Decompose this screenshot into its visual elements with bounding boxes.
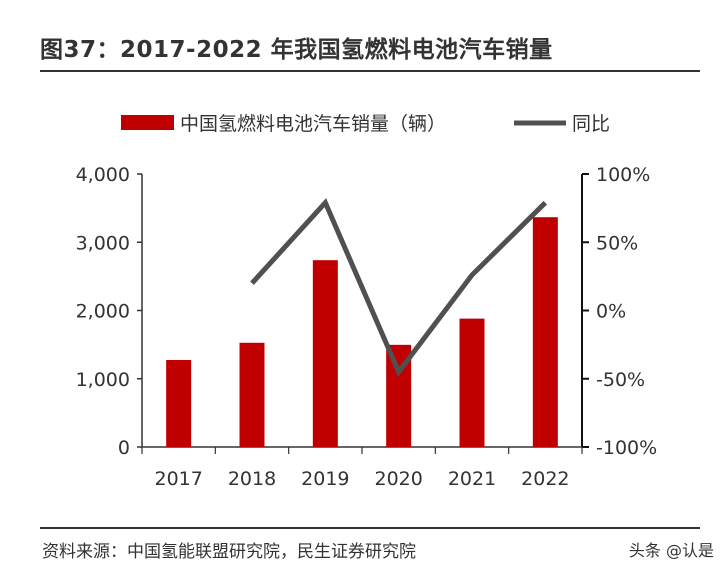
right-tick-label: -50% [596,369,645,391]
x-tick-label: 2021 [448,468,496,490]
line-yoy [250,198,548,377]
right-tick-label: 50% [596,232,638,254]
x-tick-label: 2017 [154,468,202,490]
title-divider [40,70,700,72]
left-tick-label: 0 [118,437,130,459]
legend-bar-label: 中国氢燃料电池汽车销量（辆） [180,113,446,135]
right-tick-label: -100% [596,437,657,459]
x-tick-label: 2019 [301,468,349,490]
chart-title: 图37：2017-2022 年我国氢燃料电池汽车销量 [40,37,553,63]
source-divider [40,527,700,529]
bar-2019 [312,260,338,447]
right-tick-label: 0% [596,301,626,323]
bar-2022 [532,217,558,447]
legend-bar-swatch [121,115,174,130]
left-tick-label: 2,000 [76,301,130,323]
left-tick-label: 1,000 [76,369,130,391]
left-tick-label: 3,000 [76,232,130,254]
left-tick-label: 4,000 [76,164,130,186]
source-note: 资料来源：中国氢能联盟研究院，民生证券研究院 [42,542,416,562]
x-tick-label: 2018 [228,468,276,490]
right-tick-label: 100% [596,164,650,186]
x-tick-label: 2020 [374,468,422,490]
bar-2018 [239,342,265,447]
x-tick-label: 2022 [521,468,569,490]
legend-line-label: 同比 [572,113,610,135]
bar-2021 [459,318,485,447]
watermark: 头条 @认是 [628,541,714,560]
bar-2017 [166,359,192,447]
